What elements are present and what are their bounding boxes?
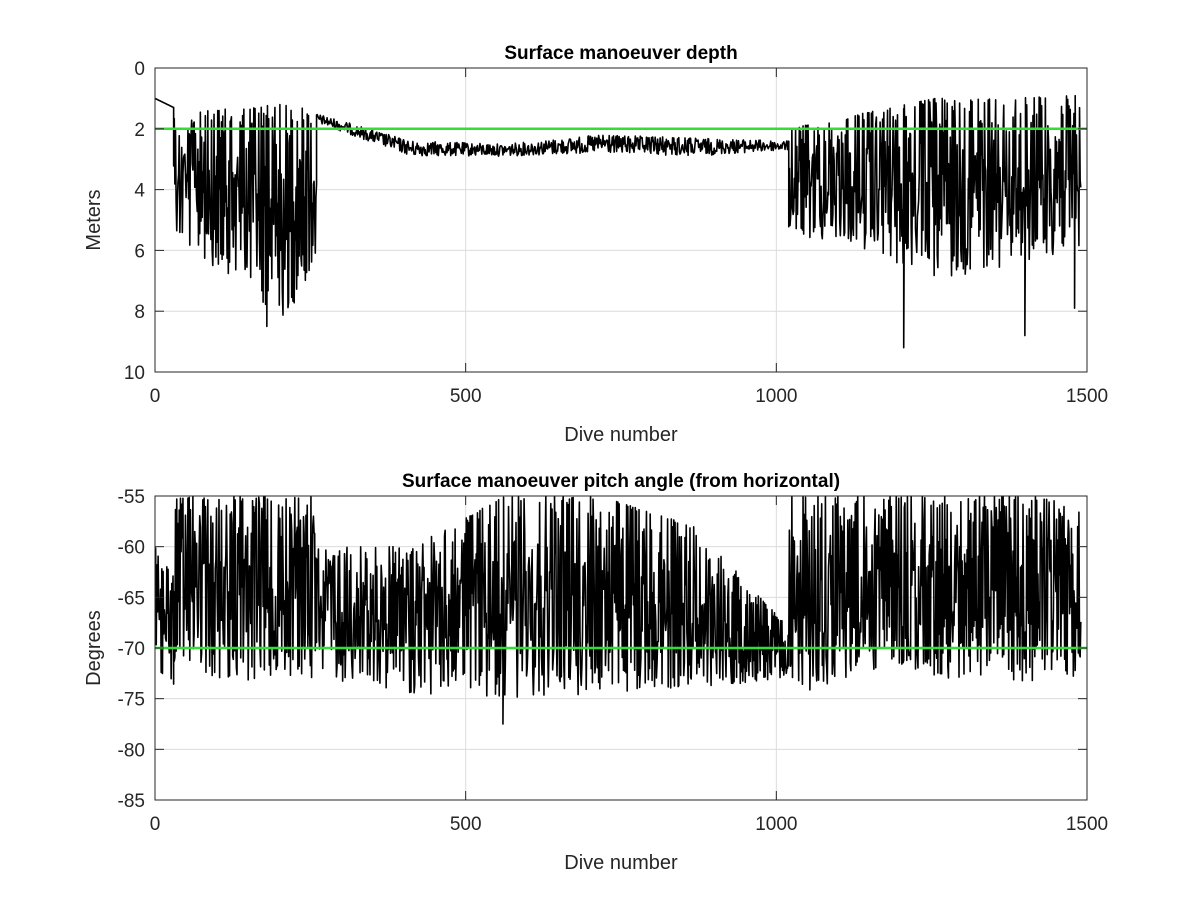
- pitch-chart: 0 500 1000 1500 -55 -60 -65 -70 -75 -80 -85 Surfa…: [83, 471, 1108, 874]
- pitch-y-tick-label: -75: [118, 690, 145, 711]
- depth-y-tick-label: 6: [134, 241, 145, 262]
- depth-x-tick-label: 500: [450, 386, 482, 407]
- depth-chart: 0 500 1000 1500 0 2 4 6 8 10 Surface manoeuver d…: [83, 43, 1108, 446]
- depth-series-line: [155, 94, 1082, 349]
- pitch-chart-title: Surface manoeuver pitch angle (from hori…: [402, 471, 840, 492]
- pitch-x-tick-label: 1500: [1066, 814, 1108, 835]
- depth-x-tick-label: 1000: [755, 386, 797, 407]
- pitch-ticks: [154, 495, 1088, 801]
- pitch-y-tick-label: -80: [118, 740, 145, 761]
- pitch-x-axis-label: Dive number: [564, 852, 678, 874]
- pitch-x-tick-label: 0: [150, 814, 161, 835]
- pitch-y-tick-label: -85: [118, 791, 145, 812]
- pitch-y-tick-label: -70: [118, 639, 145, 660]
- pitch-series-line: [155, 496, 1082, 725]
- depth-y-tick-label: 0: [134, 59, 145, 80]
- pitch-x-tick-label: 500: [450, 814, 482, 835]
- depth-x-tick-labels: 0 500 1000 1500: [150, 386, 1108, 407]
- depth-axes-box: [154, 67, 1088, 373]
- depth-y-tick-label: 8: [134, 302, 145, 323]
- depth-x-axis-label: Dive number: [564, 424, 678, 446]
- pitch-y-axis-label: Degrees: [83, 610, 105, 686]
- pitch-y-tick-label: -55: [118, 487, 145, 508]
- depth-x-tick-label: 1500: [1066, 386, 1108, 407]
- depth-chart-title: Surface manoeuver depth: [504, 43, 737, 64]
- depth-y-axis-label: Meters: [83, 189, 105, 250]
- depth-y-tick-label: 4: [134, 181, 145, 202]
- pitch-y-tick-labels: -55 -60 -65 -70 -75 -80 -85: [118, 487, 145, 812]
- pitch-series: [155, 496, 1082, 725]
- depth-y-tick-label: 2: [134, 120, 145, 141]
- depth-series: [155, 94, 1082, 349]
- pitch-y-tick-label: -65: [118, 588, 145, 609]
- depth-x-tick-label: 0: [150, 386, 161, 407]
- pitch-x-tick-labels: 0 500 1000 1500: [150, 814, 1108, 835]
- depth-y-tick-labels: 0 2 4 6 8 10: [124, 59, 146, 384]
- pitch-y-tick-label: -60: [118, 538, 145, 559]
- depth-y-tick-label: 10: [124, 363, 145, 384]
- pitch-x-tick-label: 1000: [755, 814, 797, 835]
- depth-ticks: [154, 67, 1088, 373]
